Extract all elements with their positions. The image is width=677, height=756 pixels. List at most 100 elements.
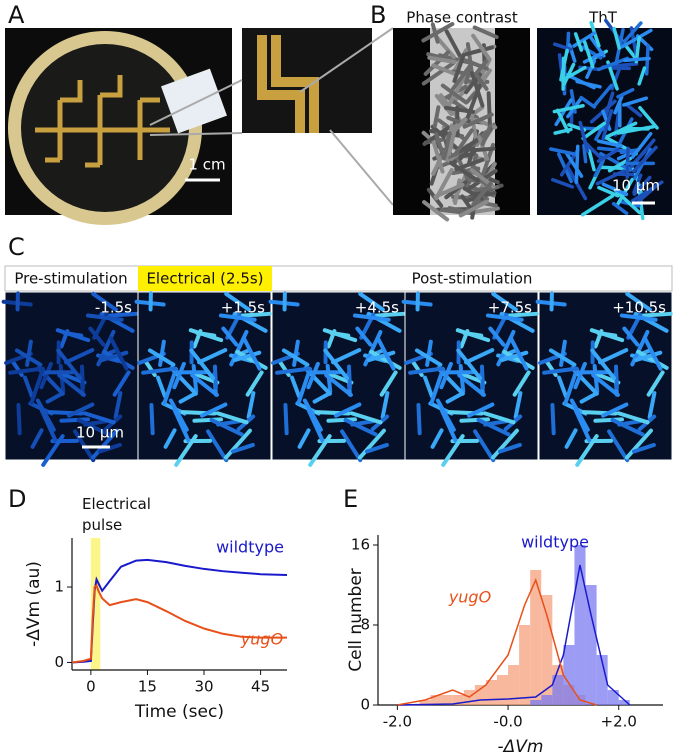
cell [561, 56, 566, 91]
cell [414, 348, 443, 367]
cell [563, 366, 580, 405]
cell [613, 364, 619, 390]
cell [486, 91, 493, 131]
cell [431, 63, 457, 76]
cell [190, 373, 219, 397]
cell [423, 50, 450, 76]
time-label: +4.5s [355, 299, 399, 317]
cell [66, 402, 95, 418]
cell [490, 428, 519, 460]
hist-bar [430, 695, 442, 705]
cell [473, 429, 496, 463]
cell [574, 144, 580, 184]
cell [458, 137, 480, 154]
cell [575, 434, 599, 467]
cell [352, 313, 391, 322]
cell [408, 366, 445, 375]
panel-letter: B [370, 1, 386, 29]
cell [647, 391, 657, 420]
cell [597, 185, 620, 198]
cell [90, 428, 119, 460]
cell [485, 313, 524, 322]
cell [174, 434, 198, 467]
cell [281, 348, 310, 367]
cell [168, 398, 189, 432]
cell [421, 22, 455, 43]
cell [447, 124, 458, 157]
cell [209, 417, 244, 437]
cell [99, 350, 129, 363]
cell [441, 434, 465, 467]
cell [573, 32, 584, 52]
cell [289, 375, 301, 399]
cell [464, 348, 495, 365]
cell [569, 398, 590, 432]
x-tick-label: -2.0 [383, 713, 412, 731]
cell [471, 181, 493, 207]
cell [435, 398, 456, 432]
x-axis-label: Time (sec) [134, 702, 224, 722]
cell [592, 83, 613, 108]
cell [192, 417, 224, 423]
x-tick-label: 45 [251, 678, 270, 696]
cell [586, 143, 596, 172]
cell [549, 147, 578, 156]
x-tick-label: 30 [194, 678, 213, 696]
cell [622, 326, 640, 347]
cell [56, 348, 82, 381]
cell [601, 182, 629, 197]
cell [634, 172, 645, 199]
cell [376, 336, 396, 371]
hist-bar [485, 680, 497, 705]
cell [632, 145, 658, 173]
cell [275, 366, 312, 375]
cell [578, 120, 590, 153]
hist-bar [585, 585, 597, 705]
cell [458, 199, 489, 218]
scale-label: 10 µm [612, 177, 660, 195]
cell [162, 366, 179, 405]
cell [502, 349, 535, 370]
hist-bar [474, 685, 486, 705]
cell [141, 366, 178, 375]
cell [624, 428, 653, 460]
electrodes [35, 75, 170, 168]
cell [324, 373, 353, 397]
cell [590, 348, 616, 381]
cell [473, 71, 489, 91]
x-tick-label: 0 [86, 678, 96, 696]
cell [445, 391, 465, 404]
cell [597, 56, 630, 72]
cell [333, 402, 362, 418]
cell [172, 361, 186, 390]
cell [230, 442, 255, 454]
cell [55, 328, 91, 343]
cell [479, 364, 485, 390]
cell [431, 139, 445, 174]
cell [452, 52, 466, 83]
cell [369, 349, 402, 370]
phase-label: Post-stimulation [412, 270, 533, 288]
cell [223, 428, 252, 460]
cell [113, 391, 123, 420]
hist-bar [618, 700, 630, 705]
electrode-zoom [257, 35, 319, 133]
panel-letter: D [8, 485, 26, 513]
cell [610, 65, 622, 91]
cell [425, 339, 433, 367]
cell [283, 402, 289, 436]
cell [582, 51, 605, 64]
cell [158, 339, 166, 367]
cell [602, 121, 638, 140]
cell [246, 391, 256, 420]
zoom-lines [149, 27, 394, 206]
cell [452, 128, 474, 157]
cell [632, 173, 643, 194]
cell [64, 348, 95, 365]
cell [29, 366, 46, 405]
cell [41, 434, 65, 467]
cell [444, 105, 476, 114]
cell [556, 375, 568, 399]
cell [343, 417, 378, 437]
